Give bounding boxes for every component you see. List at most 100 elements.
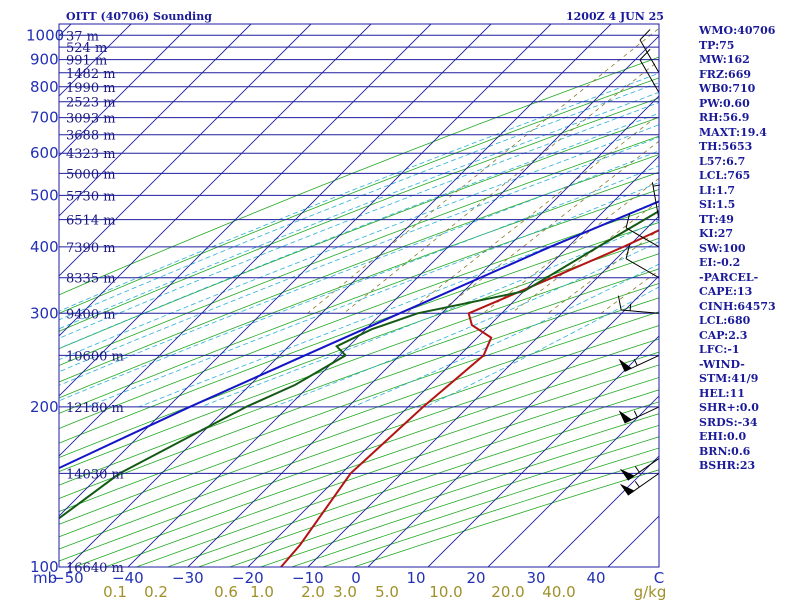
wind-barb-half xyxy=(629,303,632,311)
temperature-tick-label: −20 xyxy=(232,569,264,587)
pressure-tick-label: 1000 xyxy=(26,26,64,44)
indices-panel: WMO:40706 TP:75 MW:162 FRZ:669 WB0:710 PW:0.6… xyxy=(699,24,776,474)
wind-barb-staff xyxy=(639,39,660,74)
mixing-ratio-line xyxy=(483,177,659,314)
index-item: BRN:0.6 xyxy=(699,444,751,458)
temperature-tick-label: 0 xyxy=(351,569,361,587)
isotherm xyxy=(59,24,252,217)
moist-adiabat xyxy=(59,150,659,386)
moist-adiabat xyxy=(59,91,659,330)
wind-barb-staff xyxy=(625,227,660,248)
dry-adiabat xyxy=(59,338,659,550)
wind-barb-staff xyxy=(625,258,660,279)
index-item: WMO:40706 xyxy=(699,24,776,37)
isotherm xyxy=(307,215,659,567)
wind-barb-flag xyxy=(639,29,651,41)
isotherm xyxy=(59,24,372,337)
wind-barb xyxy=(639,48,660,93)
pressure-tick-label: 200 xyxy=(30,398,59,416)
index-item: MW:162 xyxy=(699,53,750,66)
index-item: -WIND- xyxy=(699,357,745,371)
moist-adiabat xyxy=(59,112,659,349)
height-label: 4323 m xyxy=(66,147,116,162)
index-item: EHI:0.0 xyxy=(699,430,747,443)
dry-adiabat xyxy=(59,237,659,459)
index-item: WB0:710 xyxy=(699,82,756,95)
temperature-tick-label: 30 xyxy=(526,569,545,587)
pressure-tick-label: 500 xyxy=(30,186,59,204)
index-item: RH:56.9 xyxy=(699,111,750,124)
index-item: STM:41/9 xyxy=(699,372,759,385)
wind-barb xyxy=(625,244,660,279)
mixing-ratio-tick-label: 5.0 xyxy=(375,583,399,600)
dry-adiabat xyxy=(59,283,659,499)
dry-adiabat xyxy=(59,97,659,332)
index-item: LCL:765 xyxy=(699,169,751,182)
isotherm xyxy=(59,24,192,157)
isotherm xyxy=(247,155,659,567)
wind-barb xyxy=(639,29,660,74)
temperature-unit-label: C xyxy=(654,569,664,587)
dry-adiabat xyxy=(59,77,659,314)
wind-barb-pennant xyxy=(618,410,632,423)
moist-adiabat xyxy=(59,136,659,373)
temperature-line xyxy=(280,229,659,567)
mixing-ratio-tick-label: 10.0 xyxy=(429,583,462,600)
isotherm xyxy=(127,35,659,567)
dry-adiabat xyxy=(59,351,659,562)
dry-adiabat xyxy=(59,135,659,366)
index-item: CAPE:13 xyxy=(699,285,753,298)
mixing-ratio-line xyxy=(307,27,659,314)
index-item: KI:27 xyxy=(699,227,734,240)
height-label: 7390 m xyxy=(66,241,116,256)
pressure-tick-label: 600 xyxy=(30,144,59,162)
wind-barb-flag xyxy=(625,213,631,228)
pressure-tick-label: 900 xyxy=(30,51,59,69)
height-label: 12180 m xyxy=(66,401,124,416)
height-label: 37 m xyxy=(66,29,99,44)
index-item: -PARCEL- xyxy=(699,270,759,284)
dewpoint-line xyxy=(59,209,659,520)
index-item: MAXT:19.4 xyxy=(699,125,767,139)
dry-adiabat xyxy=(59,205,659,429)
temperature-tick-label: −10 xyxy=(292,569,324,587)
index-item: TH:5653 xyxy=(699,140,753,153)
isotherm xyxy=(0,24,11,567)
mixing-ratio-tick-label: 0.2 xyxy=(144,583,168,600)
height-label: 3093 m xyxy=(66,112,116,127)
mixing-ratio-tick-label: 2.0 xyxy=(301,583,325,600)
height-label: 991 m xyxy=(66,54,107,69)
pressure-tick-label: 800 xyxy=(30,78,59,96)
isotherm xyxy=(187,95,659,567)
index-item: LCL:680 xyxy=(699,314,751,327)
index-item: LI:1.7 xyxy=(699,183,736,197)
height-label: 6514 m xyxy=(66,214,116,229)
temperature-tick-label: −30 xyxy=(172,569,204,587)
temperature-tick-label: 20 xyxy=(466,569,485,587)
index-item: CAP:2.3 xyxy=(699,328,748,342)
height-label: 8335 m xyxy=(66,272,116,287)
height-label: 14030 m xyxy=(66,467,124,482)
moist-adiabat xyxy=(87,181,659,408)
height-label: 9400 m xyxy=(66,307,116,322)
wind-barb-pennant xyxy=(618,358,632,372)
isotherm xyxy=(67,24,612,567)
dry-adiabat xyxy=(59,253,659,472)
moist-adiabat xyxy=(352,263,659,408)
wind-barb xyxy=(619,458,660,481)
index-item: CINH:64573 xyxy=(699,299,776,313)
moist-adiabat xyxy=(59,124,659,361)
dry-adiabat xyxy=(59,222,659,444)
dry-adiabat xyxy=(59,268,659,486)
dry-adiabat xyxy=(59,189,659,414)
isotherm xyxy=(487,395,659,567)
dry-adiabat xyxy=(59,297,659,513)
index-item: SW:100 xyxy=(699,241,746,255)
isotherm xyxy=(59,24,432,397)
index-item: HEL:11 xyxy=(699,386,745,400)
height-label: 524 m xyxy=(66,41,107,56)
mixing-ratio-tick-label: 0.6 xyxy=(214,583,238,600)
mixing-ratio-tick-label: 1.0 xyxy=(250,583,274,600)
dry-adiabat xyxy=(59,171,659,399)
